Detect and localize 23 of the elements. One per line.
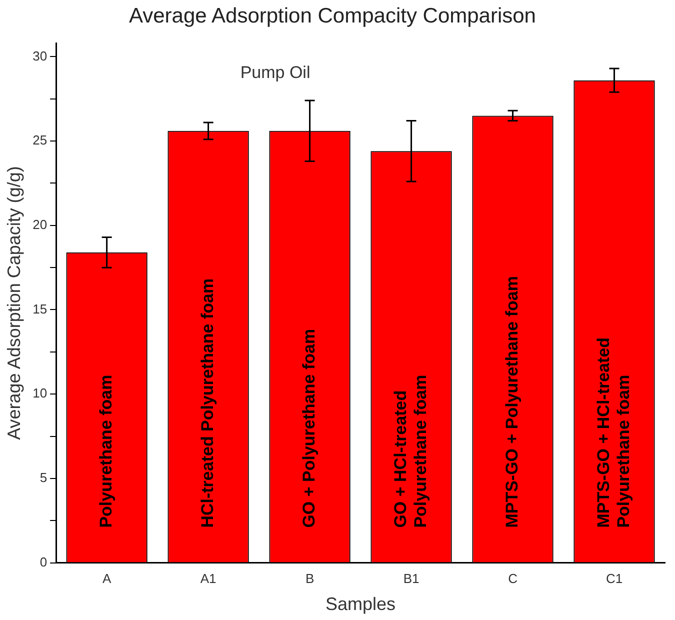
x-tick-label: B	[305, 571, 314, 586]
chart-title: Average Adsorption Compacity Comparison	[129, 4, 536, 28]
y-tick-label: 5	[40, 470, 48, 486]
x-tick-label: A1	[200, 571, 216, 586]
x-tick-label: A	[102, 571, 112, 586]
y-tick-label: 25	[32, 132, 48, 148]
annotation: Polyurethane foam	[96, 374, 116, 528]
annotation: HCl-treated Polyurethane foam	[198, 278, 217, 528]
annotation: GO + Polyurethane foam	[299, 328, 318, 528]
y-tick-label: 10	[32, 386, 48, 401]
x-tick-label: B1	[403, 571, 420, 586]
x-tick-label: C1	[606, 571, 623, 586]
annotation: MPTS-GO + Polyurethane foam	[502, 276, 522, 528]
annotation: GO + HCl-treated Polyurethane foam	[390, 374, 430, 528]
y-tick-label: 0	[40, 554, 48, 570]
x-tick-label: C	[508, 571, 518, 586]
y-tick-label: 15	[32, 301, 48, 316]
annotation: MPTS-GO + HCl-treated Polyurethane foam	[594, 337, 633, 528]
y-tick-label: 30	[32, 48, 48, 64]
y-tick-label: 20	[32, 216, 48, 232]
annotation: Pump Oil	[240, 62, 310, 82]
y-axis-title: Average Adsorption Capacity (g/g)	[4, 166, 24, 440]
x-axis-title: Samples	[326, 594, 396, 614]
